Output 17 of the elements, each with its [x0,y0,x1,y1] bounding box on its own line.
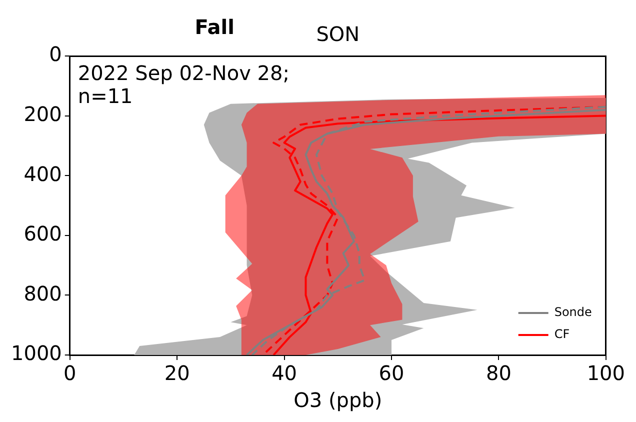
y-tick-label: 400 [24,162,62,186]
annotation: 2022 Sep 02-Nov 28; n=11 [78,61,290,108]
x-axis-title: O3 (ppb) [294,388,382,412]
x-tick-label: 80 [486,361,512,386]
legend-label: CF [554,327,570,342]
x-tick-label: 40 [272,361,298,386]
y-tick-label: 1000 [10,341,62,366]
x-tick-label: 100 [586,361,626,386]
chart-title: Fall [194,15,234,39]
chart-subtitle: SON [316,22,360,46]
y-tick-label: 600 [24,222,62,246]
x-tick-label: 60 [378,361,404,386]
y-tick-label: 200 [24,102,62,126]
y-tick-label: 800 [24,281,62,306]
y-tick-label: 0 [49,42,62,66]
x-tick-label: 20 [164,361,190,386]
legend-label: Sonde [554,305,592,320]
